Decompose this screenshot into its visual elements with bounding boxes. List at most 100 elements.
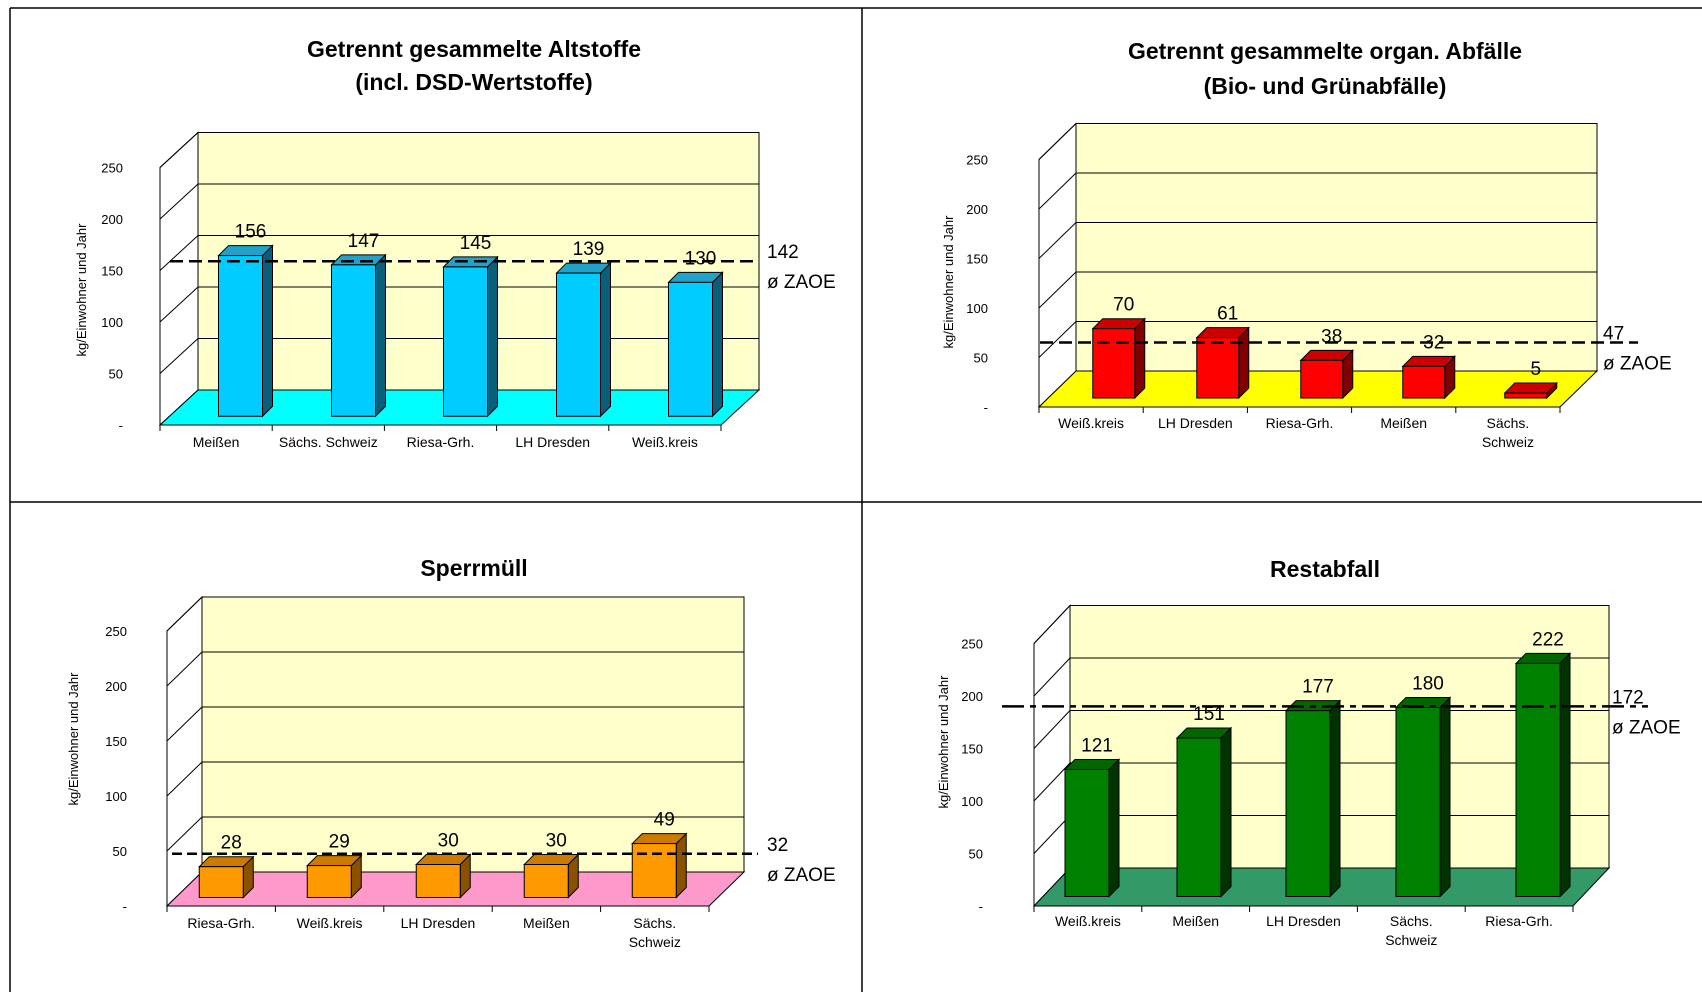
y-tick-label: 200 — [961, 689, 983, 704]
x-tick-label: Riesa-Grh. — [407, 434, 475, 450]
data-label: 121 — [1081, 735, 1113, 756]
bar — [556, 272, 601, 417]
x-tick-label: Riesa-Grh. — [1266, 415, 1334, 431]
x-tick-label: Weiß.kreis — [1055, 913, 1121, 929]
y-tick-label: 100 — [961, 794, 983, 809]
bar — [443, 266, 488, 417]
chart-subtitle: (Bio- und Grünabfälle) — [1204, 73, 1447, 99]
bar — [1395, 707, 1441, 897]
x-tick-label: Schweiz — [1482, 434, 1534, 450]
bar-top — [1063, 758, 1121, 770]
average-label: ø ZAOE — [767, 865, 836, 886]
gridline-side — [1038, 222, 1077, 259]
data-label: 49 — [654, 810, 675, 831]
gridline-side — [1033, 815, 1071, 854]
bar — [1285, 710, 1331, 898]
data-label: 61 — [1217, 304, 1238, 325]
bar — [1402, 365, 1446, 399]
chart-title: Getrennt gesammelte Altstoffe — [307, 36, 641, 62]
y-tick-label: 100 — [105, 789, 127, 804]
gridline-side — [159, 132, 199, 168]
x-tick-label: Weiß.kreis — [297, 915, 363, 931]
gridline-side — [166, 761, 203, 797]
y-tick-label: 150 — [961, 742, 983, 757]
gridline-side — [1038, 321, 1077, 358]
y-tick-label: 200 — [101, 212, 123, 227]
bar-side — [1559, 652, 1571, 898]
gridline-side — [166, 596, 203, 632]
gridline-side — [1038, 172, 1077, 210]
data-label: 30 — [546, 831, 567, 852]
y-tick-label: 100 — [101, 315, 123, 330]
average-value: 32 — [767, 835, 788, 856]
bar — [331, 264, 376, 417]
bar — [523, 864, 569, 898]
data-label: 130 — [685, 248, 717, 269]
y-tick-label: - — [979, 899, 983, 914]
y-tick-label: 250 — [101, 161, 123, 176]
x-tick-label: LH Dresden — [1158, 415, 1233, 431]
y-tick-label: 100 — [966, 301, 988, 316]
gridline-side — [1033, 710, 1071, 749]
data-label: 177 — [1302, 677, 1334, 698]
average-label: ø ZAOE — [767, 272, 836, 293]
bar-top — [1175, 727, 1233, 739]
x-tick-label: Meißen — [523, 915, 570, 931]
gridline-side — [159, 235, 199, 271]
y-axis-label: kg/Einwohner und Jahr — [74, 223, 89, 357]
data-label: 70 — [1113, 295, 1134, 316]
data-label: 147 — [348, 231, 380, 252]
bar — [218, 255, 263, 417]
bar — [1504, 392, 1548, 399]
gridline-side — [159, 338, 199, 374]
gridline-side — [1038, 271, 1077, 309]
average-value: 47 — [1603, 323, 1624, 344]
bar — [306, 865, 352, 898]
bar-side — [1439, 696, 1451, 898]
data-label: 180 — [1412, 674, 1444, 695]
x-tick-label: Riesa-Grh. — [187, 915, 255, 931]
gridline-side — [159, 286, 199, 323]
gridline-side — [1033, 657, 1071, 697]
y-axis-label: kg/Einwohner und Jahr — [66, 672, 81, 806]
gridline-side — [1038, 123, 1077, 160]
bar-side — [1329, 699, 1341, 898]
y-tick-label: - — [119, 418, 123, 433]
bar — [1176, 737, 1222, 898]
y-tick-label: 50 — [974, 351, 988, 366]
x-tick-label: Meißen — [1380, 415, 1427, 431]
gridline-side — [166, 816, 203, 852]
bar-side — [1108, 758, 1120, 898]
data-label: 222 — [1532, 629, 1564, 650]
gridline-side — [166, 651, 203, 687]
average-value: 172 — [1612, 687, 1644, 708]
x-tick-label: LH Dresden — [1266, 913, 1341, 929]
y-tick-label: 50 — [109, 367, 123, 382]
x-tick-label: Weiß.kreis — [1058, 415, 1124, 431]
x-tick-label: LH Dresden — [401, 915, 476, 931]
bar — [668, 281, 713, 417]
y-tick-label: 50 — [969, 847, 983, 862]
gridline-side — [1033, 605, 1071, 644]
y-tick-label: 250 — [961, 637, 983, 652]
x-tick-label: Riesa-Grh. — [1485, 913, 1553, 929]
y-tick-label: 150 — [105, 734, 127, 749]
gridline-side — [166, 706, 203, 742]
x-tick-label: Weiß.kreis — [632, 434, 698, 450]
average-label: ø ZAOE — [1603, 353, 1672, 374]
data-label: 30 — [438, 831, 459, 852]
x-tick-label: Sächs. — [1486, 415, 1529, 431]
y-tick-label: 50 — [113, 844, 127, 859]
average-label: ø ZAOE — [1612, 717, 1681, 738]
x-tick-label: LH Dresden — [515, 434, 590, 450]
gridline-side — [1033, 762, 1071, 802]
x-tick-label: Sächs. — [633, 915, 676, 931]
y-axis-label: kg/Einwohner und Jahr — [941, 215, 956, 349]
x-tick-label: Meißen — [193, 434, 240, 450]
bar-top — [1514, 652, 1572, 664]
bar-side — [1220, 726, 1232, 898]
bar — [1300, 359, 1344, 399]
